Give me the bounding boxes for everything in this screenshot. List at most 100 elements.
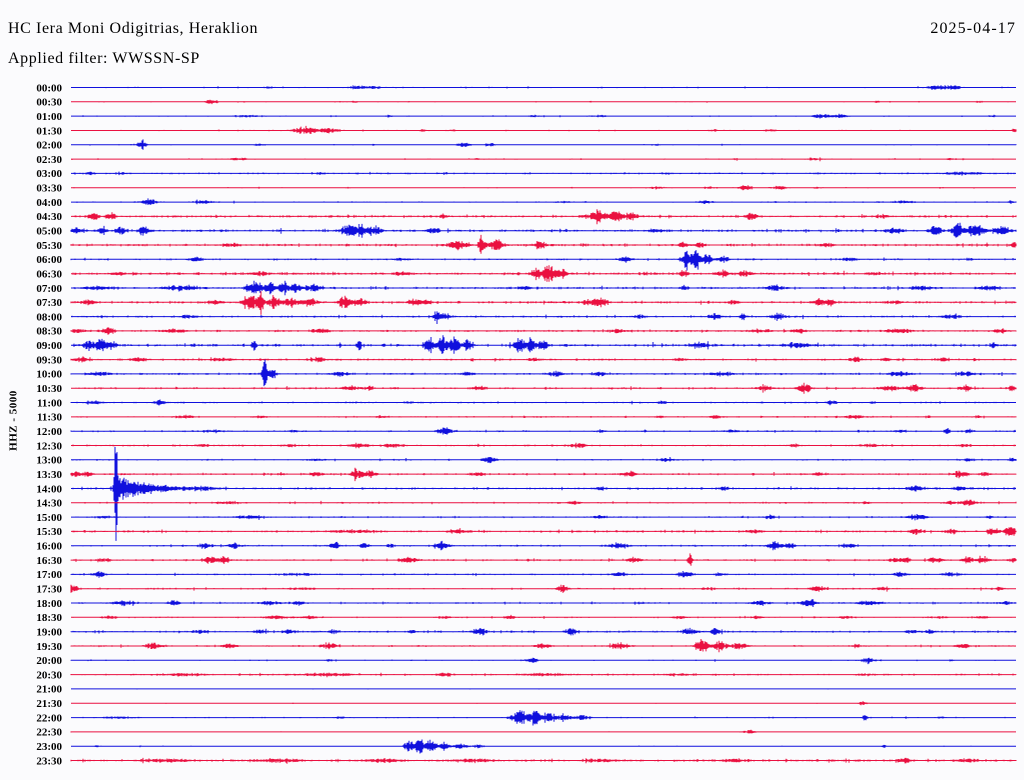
trace-row-03:30 xyxy=(71,185,1016,191)
trace-row-05:00 xyxy=(70,222,1017,238)
trace-row-07:00 xyxy=(71,280,1016,296)
time-label: 01:30 xyxy=(36,125,62,137)
time-label: 05:30 xyxy=(36,240,62,252)
trace-row-16:00 xyxy=(71,540,1016,551)
trace-row-02:30 xyxy=(71,157,1016,162)
time-label: 20:30 xyxy=(36,669,62,681)
time-label: 09:30 xyxy=(36,354,62,366)
time-label: 00:30 xyxy=(36,97,62,109)
date-label: 2025-04-17 xyxy=(930,20,1016,37)
trace-row-19:30 xyxy=(70,639,1016,653)
time-label: 08:30 xyxy=(36,326,62,338)
time-label: 14:00 xyxy=(36,483,62,495)
time-label: 01:00 xyxy=(36,111,62,123)
trace-row-12:00 xyxy=(70,427,1016,435)
time-label: 15:00 xyxy=(36,512,62,524)
time-label: 21:30 xyxy=(36,698,62,710)
trace-row-22:30 xyxy=(70,729,1016,734)
trace-row-14:30 xyxy=(71,499,1017,506)
trace-row-09:00 xyxy=(71,335,1017,354)
trace-row-08:00 xyxy=(71,311,1016,324)
time-label: 18:30 xyxy=(36,612,62,624)
time-label: 03:30 xyxy=(36,183,62,195)
filter-label: Applied filter: WWSSN-SP xyxy=(8,50,200,67)
trace-row-14:00 xyxy=(71,446,1016,541)
trace-row-23:00 xyxy=(71,739,1016,754)
time-label: 10:00 xyxy=(36,369,62,381)
time-label: 23:00 xyxy=(36,741,62,753)
time-label: 19:30 xyxy=(36,641,62,653)
trace-row-06:30 xyxy=(71,265,1016,282)
trace-row-00:00 xyxy=(71,85,1016,90)
time-label: 04:00 xyxy=(36,197,62,209)
trace-row-22:00 xyxy=(71,710,1016,726)
trace-row-23:30 xyxy=(70,757,1017,764)
trace-row-13:00 xyxy=(71,457,1017,464)
time-label: 14:30 xyxy=(36,498,62,510)
time-label: 17:30 xyxy=(36,584,62,596)
time-label: 19:00 xyxy=(36,627,62,639)
time-label: 00:00 xyxy=(36,82,62,94)
trace-row-00:30 xyxy=(71,99,1016,105)
trace-row-05:30 xyxy=(70,234,1017,254)
trace-row-11:00 xyxy=(70,399,1016,406)
trace-row-17:00 xyxy=(70,571,1016,578)
trace-row-11:30 xyxy=(71,414,1017,420)
trace-row-01:30 xyxy=(71,125,1017,134)
trace-row-04:30 xyxy=(71,209,1017,225)
time-label: 15:30 xyxy=(36,526,62,538)
trace-row-03:00 xyxy=(71,171,1016,176)
time-label: 06:00 xyxy=(36,254,62,266)
trace-row-16:30 xyxy=(70,553,1017,566)
trace-row-08:30 xyxy=(70,327,1017,335)
time-label: 05:00 xyxy=(36,226,62,238)
trace-row-10:00 xyxy=(70,359,1017,387)
trace-row-20:30 xyxy=(70,672,1017,678)
time-label: 09:00 xyxy=(36,340,62,352)
time-label: 22:00 xyxy=(36,712,62,724)
trace-row-21:00 xyxy=(71,688,1016,690)
time-label: 08:00 xyxy=(36,311,62,323)
time-label: 12:30 xyxy=(36,440,62,452)
trace-row-12:30 xyxy=(71,442,1016,449)
time-label: 02:00 xyxy=(36,140,62,152)
trace-row-02:00 xyxy=(71,139,1017,150)
station-title: HC Iera Moni Odigitrias, Heraklion xyxy=(8,20,259,37)
trace-row-17:30 xyxy=(70,584,1016,593)
trace-row-19:00 xyxy=(70,627,1017,636)
time-label: 13:00 xyxy=(36,455,62,467)
time-label: 16:00 xyxy=(36,541,62,553)
trace-row-06:00 xyxy=(70,250,1016,271)
trace-row-15:30 xyxy=(71,527,1017,536)
time-label: 06:30 xyxy=(36,269,62,281)
time-label: 22:30 xyxy=(36,727,62,739)
trace-row-01:00 xyxy=(71,113,1016,119)
time-label: 20:00 xyxy=(36,655,62,667)
time-label: 07:30 xyxy=(36,297,62,309)
time-label: 16:30 xyxy=(36,555,62,567)
trace-row-18:30 xyxy=(71,614,1016,620)
trace-row-15:00 xyxy=(71,514,1016,521)
time-label: 03:00 xyxy=(36,168,62,180)
time-label: 12:00 xyxy=(36,426,62,438)
time-label: 23:30 xyxy=(36,755,62,767)
trace-row-18:00 xyxy=(71,599,1017,607)
trace-row-10:30 xyxy=(71,382,1017,394)
trace-row-09:30 xyxy=(70,356,1017,363)
trace-row-07:30 xyxy=(70,291,1017,315)
trace-row-21:30 xyxy=(71,701,1016,706)
time-label: 18:00 xyxy=(36,598,62,610)
time-label: 07:00 xyxy=(36,283,62,295)
trace-row-04:00 xyxy=(71,198,1017,205)
time-label: 10:30 xyxy=(36,383,62,395)
time-label: 11:30 xyxy=(37,412,63,424)
time-label: 11:00 xyxy=(37,397,63,409)
time-label: 21:00 xyxy=(36,684,62,696)
trace-row-20:00 xyxy=(70,657,1016,665)
time-label: 13:30 xyxy=(36,469,62,481)
time-label: 04:30 xyxy=(36,211,62,223)
time-label: 17:00 xyxy=(36,569,62,581)
time-label: 02:30 xyxy=(36,154,62,166)
